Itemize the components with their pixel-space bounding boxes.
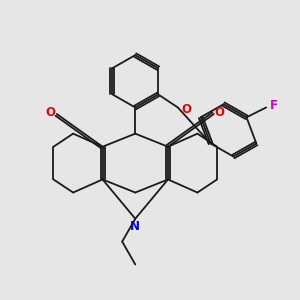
Text: O: O [181,103,191,116]
Text: F: F [269,99,278,112]
Text: O: O [215,106,225,119]
Text: N: N [130,220,140,233]
Text: O: O [46,106,56,119]
